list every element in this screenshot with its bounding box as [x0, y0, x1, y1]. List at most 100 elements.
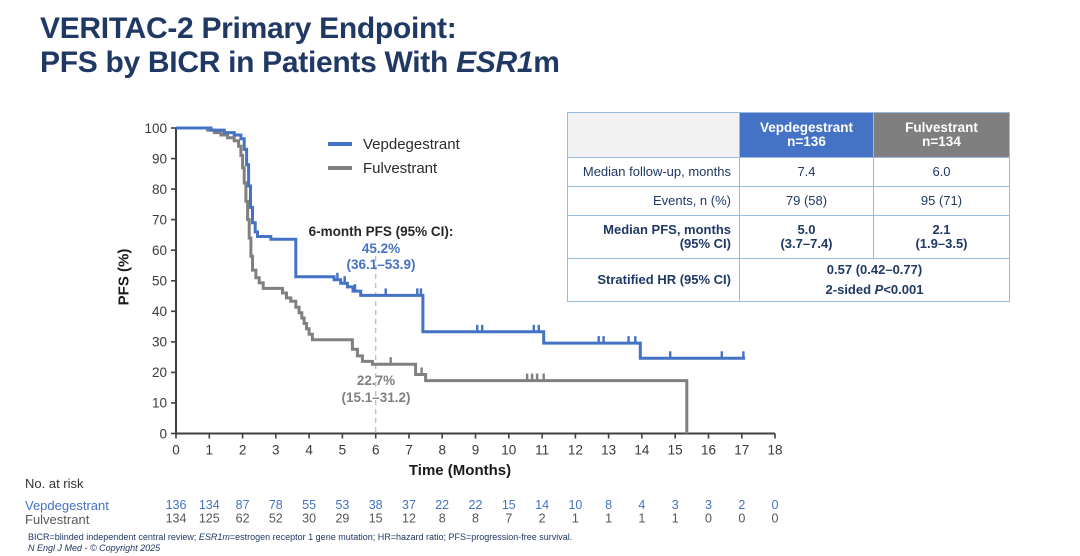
- risk-count-vepdegestrant: 134: [199, 498, 220, 512]
- y-tick-label: 80: [152, 182, 167, 197]
- events-vepdegestrant: 79 (58): [739, 186, 873, 215]
- footnote-abbreviations: BICR=blinded independent central review;…: [28, 532, 572, 543]
- footnote-abbrev-part1: BICR=blinded independent central review;: [28, 532, 199, 542]
- fulvestrant-header-name: Fulvestrant: [905, 120, 978, 135]
- risk-count-fulvestrant: 62: [236, 512, 250, 526]
- y-tick-label: 0: [159, 426, 167, 441]
- vepdegestrant-header-n: n=136: [787, 134, 826, 149]
- median-pfs-label-line1: Median PFS, months: [603, 222, 731, 237]
- risk-count-vepdegestrant: 3: [672, 498, 679, 512]
- p-value-suffix: <0.001: [883, 282, 924, 297]
- risk-count-vepdegestrant: 10: [568, 498, 582, 512]
- x-tick-label: 1: [206, 443, 214, 458]
- x-tick-label: 0: [172, 443, 180, 458]
- risk-count-vepdegestrant: 14: [535, 498, 549, 512]
- row-label-events: Events, n (%): [568, 186, 739, 215]
- vepdegestrant-header-name: Vepdegestrant: [759, 120, 854, 135]
- stratified-hr-value-cell: 0.57 (0.42–0.77) 2-sided P<0.001: [739, 258, 1009, 301]
- number-at-risk-title: No. at risk: [25, 476, 84, 491]
- summary-table: Vepdegestrant n=136 Fulvestrant n=134 Me…: [567, 112, 1010, 302]
- x-tick-label: 4: [305, 443, 313, 458]
- y-tick-label: 10: [152, 396, 167, 411]
- x-tick-label: 7: [405, 443, 413, 458]
- risk-count-vepdegestrant: 37: [402, 498, 416, 512]
- six-month-pfs-annotation-header: 6-month PFS (95% CI):: [308, 224, 454, 239]
- risk-count-fulvestrant: 1: [572, 512, 579, 526]
- x-tick-label: 9: [472, 443, 480, 458]
- y-tick-label: 100: [144, 121, 167, 136]
- y-tick-label: 40: [152, 304, 167, 319]
- risk-row-label-vepdegestrant: Vepdegestrant: [25, 498, 109, 513]
- x-tick-label: 6: [372, 443, 380, 458]
- risk-count-vepdegestrant: 22: [469, 498, 483, 512]
- footnote-abbrev-part2: =estrogen receptor 1 gene mutation; HR=h…: [229, 532, 573, 542]
- y-axis-title: PFS (%): [115, 248, 133, 306]
- risk-count-vepdegestrant: 4: [638, 498, 645, 512]
- median-pfs-fulvestrant: 2.1 (1.9–3.5): [873, 215, 1009, 258]
- risk-count-vepdegestrant: 15: [502, 498, 516, 512]
- page-title-gene-name: ESR1: [456, 46, 534, 79]
- median-pfs-label-line2: (95% CI): [679, 236, 731, 251]
- median-followup-vepdegestrant: 7.4: [739, 157, 873, 186]
- y-tick-label: 60: [152, 243, 167, 258]
- row-label-median-followup: Median follow-up, months: [568, 157, 739, 186]
- row-label-median-pfs: Median PFS, months (95% CI): [568, 215, 739, 258]
- risk-count-fulvestrant: 1: [605, 512, 612, 526]
- risk-count-fulvestrant: 1: [638, 512, 645, 526]
- risk-count-vepdegestrant: 78: [269, 498, 283, 512]
- x-tick-label: 15: [668, 443, 683, 458]
- fulvestrant-line-swatch-icon: [328, 166, 352, 170]
- x-tick-label: 5: [339, 443, 347, 458]
- risk-count-fulvestrant: 12: [402, 512, 416, 526]
- median-pfs-ful-value: 2.1: [932, 222, 951, 237]
- median-pfs-vep-ci: (3.7–7.4): [780, 236, 833, 251]
- y-tick-label: 70: [152, 212, 167, 227]
- fulvestrant-6month-pfs-value: 22.7%: [356, 373, 396, 388]
- x-tick-label: 13: [601, 443, 616, 458]
- risk-count-vepdegestrant: 87: [236, 498, 250, 512]
- footnote-copyright: N Engl J Med - © Copyright 2025: [28, 543, 161, 553]
- fulvestrant-header-n: n=134: [922, 134, 961, 149]
- risk-count-fulvestrant: 1: [672, 512, 679, 526]
- risk-count-vepdegestrant: 53: [335, 498, 349, 512]
- fulvestrant-6month-pfs-ci: (15.1–31.2): [341, 390, 411, 405]
- risk-count-fulvestrant: 52: [269, 512, 283, 526]
- summary-table-header-vepdegestrant: Vepdegestrant n=136: [739, 113, 873, 157]
- summary-table-header-fulvestrant: Fulvestrant n=134: [873, 113, 1009, 157]
- x-tick-label: 12: [568, 443, 583, 458]
- page-title: VERITAC-2 Primary Endpoint: PFS by BICR …: [40, 12, 560, 80]
- vepdegestrant-6month-pfs-value: 45.2%: [361, 241, 401, 256]
- x-tick-label: 16: [701, 443, 716, 458]
- km-curve-fulvestrant: [176, 126, 689, 434]
- risk-count-vepdegestrant: 8: [605, 498, 612, 512]
- summary-table-corner-cell: [568, 113, 739, 157]
- x-tick-label: 8: [438, 443, 446, 458]
- median-pfs-vep-value: 5.0: [797, 222, 816, 237]
- legend-label-fulvestrant: Fulvestrant: [363, 159, 438, 177]
- row-label-stratified-hr: Stratified HR (95% CI): [568, 258, 739, 301]
- risk-count-vepdegestrant: 38: [369, 498, 383, 512]
- events-fulvestrant: 95 (71): [873, 186, 1009, 215]
- hazard-ratio-value: 0.57 (0.42–0.77): [826, 262, 923, 277]
- risk-count-fulvestrant: 0: [772, 512, 779, 526]
- page-title-line-2: PFS by BICR in Patients With ESR1m: [40, 46, 560, 80]
- risk-count-fulvestrant: 7: [505, 512, 512, 526]
- p-value: 2-sided P<0.001: [826, 283, 924, 297]
- risk-count-fulvestrant: 134: [166, 512, 187, 526]
- vepdegestrant-line-swatch-icon: [328, 142, 352, 146]
- legend-item-vepdegestrant: Vepdegestrant: [328, 132, 460, 156]
- x-tick-label: 2: [239, 443, 247, 458]
- risk-row-label-fulvestrant: Fulvestrant: [25, 512, 90, 527]
- y-tick-label: 30: [152, 335, 167, 350]
- y-tick-label: 20: [152, 365, 167, 380]
- risk-count-vepdegestrant: 136: [166, 498, 187, 512]
- x-tick-label: 10: [501, 443, 516, 458]
- risk-count-fulvestrant: 15: [369, 512, 383, 526]
- median-pfs-vepdegestrant: 5.0 (3.7–7.4): [739, 215, 873, 258]
- km-curve-vepdegestrant: [176, 126, 746, 360]
- y-tick-label: 50: [152, 274, 167, 289]
- vepdegestrant-6month-pfs-ci: (36.1–53.9): [346, 257, 416, 272]
- x-axis-title: Time (Months): [408, 462, 512, 479]
